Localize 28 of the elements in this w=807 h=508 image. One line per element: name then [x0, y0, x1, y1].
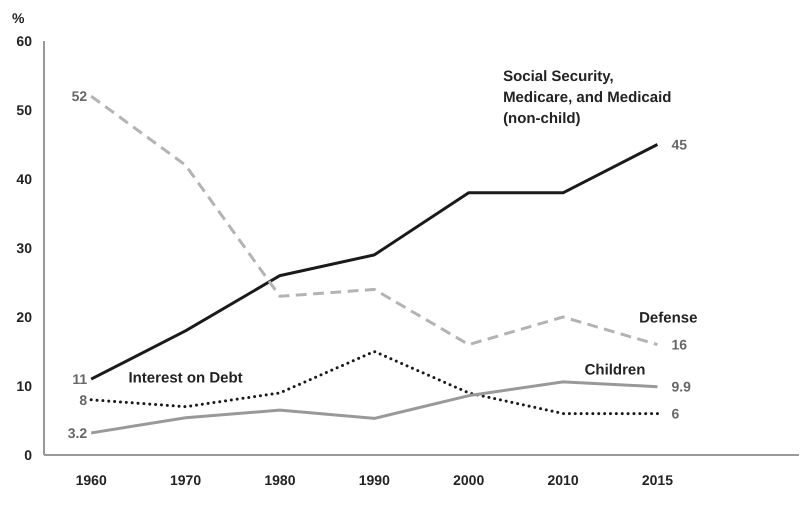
line-series	[90, 350, 659, 416]
y-tick-label: 40	[16, 170, 32, 187]
x-tick-label: 1980	[264, 472, 296, 488]
data-label: 3.2	[68, 424, 88, 441]
y-axis-title: %	[12, 10, 24, 26]
data-label: 8	[79, 392, 88, 408]
data-label: 11	[72, 371, 88, 388]
y-tick-label: 10	[16, 378, 32, 394]
series-label: Defense	[639, 310, 698, 327]
data-label: 6	[671, 406, 680, 422]
series-label: Interest on Debt	[128, 370, 243, 387]
x-tick-label: 1970	[170, 472, 202, 488]
data-label: 16	[671, 336, 688, 353]
data-label: 9.9	[671, 378, 692, 395]
y-tick-label: 0	[24, 446, 32, 463]
y-tick-label: 30	[16, 240, 32, 256]
data-label: 52	[72, 88, 88, 104]
x-tick-label: 2000	[453, 472, 484, 488]
data-label: 45	[671, 136, 688, 152]
series-label: Children	[584, 362, 646, 379]
series-label: Social Security, Medicare, and Medicaid (non-child)	[503, 68, 672, 127]
x-tick-label: 2010	[547, 472, 579, 488]
y-tick-label: 60	[16, 32, 32, 49]
y-tick-label: 20	[16, 308, 32, 325]
x-tick-label: 2015	[642, 472, 674, 488]
x-tick-label: 1990	[358, 472, 390, 488]
y-tick-label: 50	[16, 102, 32, 118]
x-tick-label: 1960	[76, 472, 107, 488]
